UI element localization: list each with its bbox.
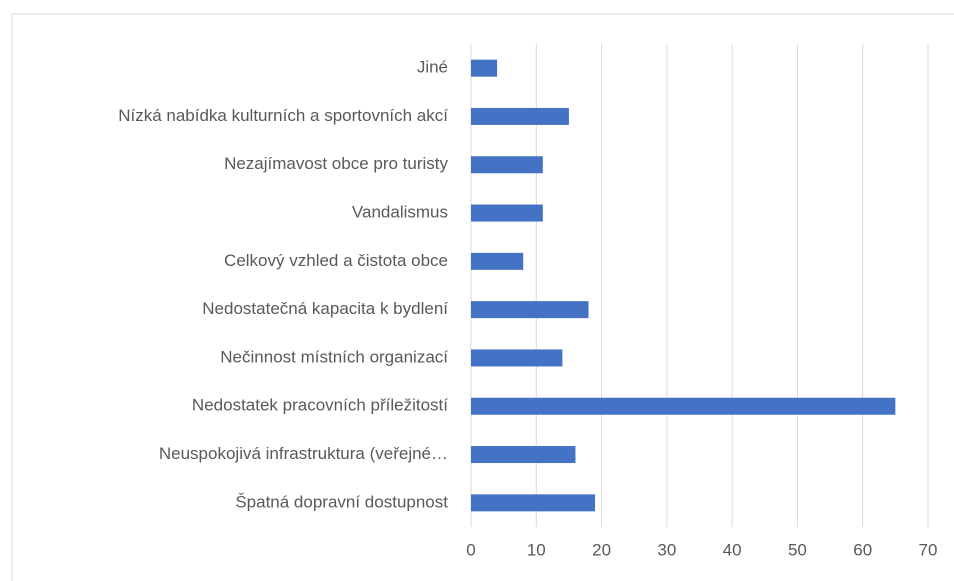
bar — [471, 252, 524, 270]
bar — [471, 446, 576, 464]
y-tick-label: Jiné — [417, 58, 448, 77]
x-tick-label: 20 — [592, 540, 611, 559]
y-tick-label: Neuspokojivá infrastruktura (veřejné… — [159, 444, 448, 463]
x-tick-label: 70 — [919, 540, 938, 559]
y-tick-label: Celkový vzhled a čistota obce — [224, 251, 448, 270]
y-tick-label: Špatná dopravní dostupnost — [235, 492, 448, 511]
bar — [471, 301, 589, 319]
bar — [471, 494, 596, 512]
y-tick-label: Nedostatek pracovních příležitostí — [192, 396, 448, 415]
x-tick-label: 60 — [853, 540, 872, 559]
bar — [471, 204, 543, 222]
y-tick-label: Nezajímavost obce pro turisty — [224, 154, 448, 173]
x-tick-label: 40 — [723, 540, 742, 559]
bar — [471, 397, 896, 415]
bar — [471, 349, 563, 367]
x-tick-label: 30 — [657, 540, 676, 559]
bar — [471, 59, 498, 77]
y-tick-label: Nedostatečná kapacita k bydlení — [202, 299, 448, 318]
chart-frame — [11, 13, 954, 581]
y-tick-label: Nízká nabídka kulturních a sportovních a… — [118, 106, 448, 125]
x-tick-label: 0 — [466, 540, 475, 559]
y-tick-label: Nečinnost místních organizací — [220, 347, 448, 366]
x-tick-label: 50 — [788, 540, 807, 559]
y-tick-label: Vandalismus — [352, 203, 448, 222]
x-tick-label: 10 — [527, 540, 546, 559]
bar — [471, 156, 543, 174]
bar — [471, 107, 569, 125]
